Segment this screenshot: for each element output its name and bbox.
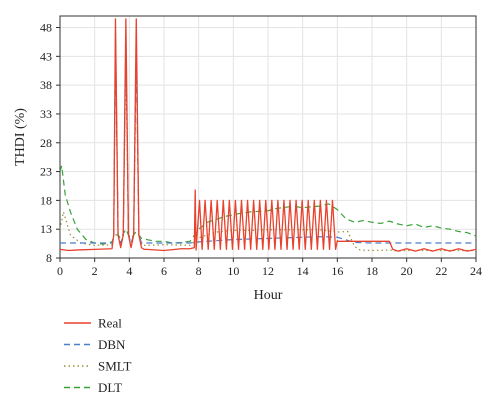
y-tick-label: 43: [40, 49, 52, 63]
y-tick-label: 33: [40, 107, 52, 121]
y-tick-label: 28: [40, 136, 52, 150]
legend-label-dbn: DBN: [98, 337, 126, 352]
y-tick-label: 13: [40, 222, 52, 236]
y-axis-ticks: 8 13 18 23 28 33 38 43 48: [40, 21, 60, 265]
y-tick-label: 48: [40, 21, 52, 35]
legend: Real DBN SMLT DLT: [64, 316, 132, 395]
x-tick-label: 8: [196, 264, 202, 278]
x-axis-ticks: 0 2 4 6 8 10 12 14 16 18 20 22 24: [57, 258, 482, 278]
x-tick-label: 10: [227, 264, 239, 278]
y-tick-label: 38: [40, 78, 52, 92]
y-tick-label: 23: [40, 165, 52, 179]
x-tick-label: 12: [262, 264, 274, 278]
y-tick-label: 18: [40, 193, 52, 207]
x-tick-label: 22: [435, 264, 447, 278]
x-tick-label: 16: [331, 264, 343, 278]
legend-label-smlt: SMLT: [98, 359, 132, 374]
grid-lines: [59, 16, 477, 259]
x-tick-label: 24: [470, 264, 482, 278]
x-axis-title: Hour: [254, 288, 283, 303]
series-layer: [59, 18, 477, 252]
x-tick-label: 4: [126, 264, 132, 278]
x-tick-label: 20: [401, 264, 413, 278]
series-line-dbn: [60, 32, 476, 244]
x-tick-label: 2: [92, 264, 98, 278]
y-axis-title: THDI (%): [13, 108, 28, 166]
x-tick-label: 0: [57, 264, 63, 278]
x-tick-label: 18: [366, 264, 378, 278]
series-line-dlt: [59, 165, 477, 245]
legend-label-real: Real: [98, 316, 122, 331]
x-tick-label: 6: [161, 264, 167, 278]
legend-label-dlt: DLT: [98, 380, 122, 395]
x-tick-label: 14: [297, 264, 309, 278]
y-tick-label: 8: [46, 251, 52, 265]
series-line-real: [59, 18, 477, 252]
